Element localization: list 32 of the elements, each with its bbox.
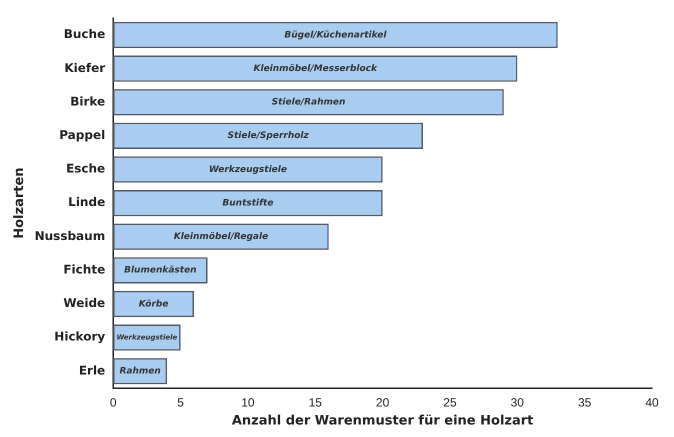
y-tick-label: Esche <box>66 162 106 176</box>
y-tick-label: Nussbaum <box>34 228 106 243</box>
annotation: Stiele/Sperrholz <box>227 131 310 142</box>
y-tick-label: Fichte <box>63 262 106 276</box>
x-tick-label: 40 <box>645 396 659 410</box>
annotation: Buntstifte <box>222 198 274 208</box>
y-tick-label: Weide <box>63 296 106 310</box>
y-tick-label: Hickory <box>54 330 106 344</box>
x-tick-label: 20 <box>376 396 390 410</box>
annotation: Rahmen <box>119 366 161 377</box>
y-tick-label: Buche <box>64 27 106 42</box>
y-axis-title: Holzarten <box>12 167 28 239</box>
annotation: Kleinmöbel/Regale <box>174 232 268 242</box>
x-tick-label: 35 <box>578 396 592 410</box>
x-axis-title: Anzahl der Warenmuster für eine Holzart <box>232 414 534 429</box>
annotation: Werkzeugstiele <box>208 164 287 175</box>
x-tick-label: 10 <box>241 396 255 410</box>
x-tick-label: 30 <box>510 396 524 410</box>
x-tick-label: 5 <box>177 396 184 410</box>
annotation: Blumenkästen <box>124 266 197 276</box>
x-tick-label: 25 <box>443 396 457 410</box>
annotation: Kleinmöbel/Messerblock <box>254 64 378 74</box>
y-tick-label: Pappel <box>59 128 106 142</box>
x-tick-label: 15 <box>308 396 322 410</box>
y-tick-label: Birke <box>70 94 106 108</box>
y-tick-label: Kiefer <box>64 60 106 75</box>
y-tick-label: Linde <box>68 195 106 210</box>
annotation: Stiele/Rahmen <box>272 98 346 108</box>
annotation: Körbe <box>138 299 168 310</box>
y-tick-label: Erle <box>78 363 106 378</box>
x-tick-label: 0 <box>110 396 117 410</box>
annotation: Bügel/Küchenartikel <box>284 30 388 40</box>
